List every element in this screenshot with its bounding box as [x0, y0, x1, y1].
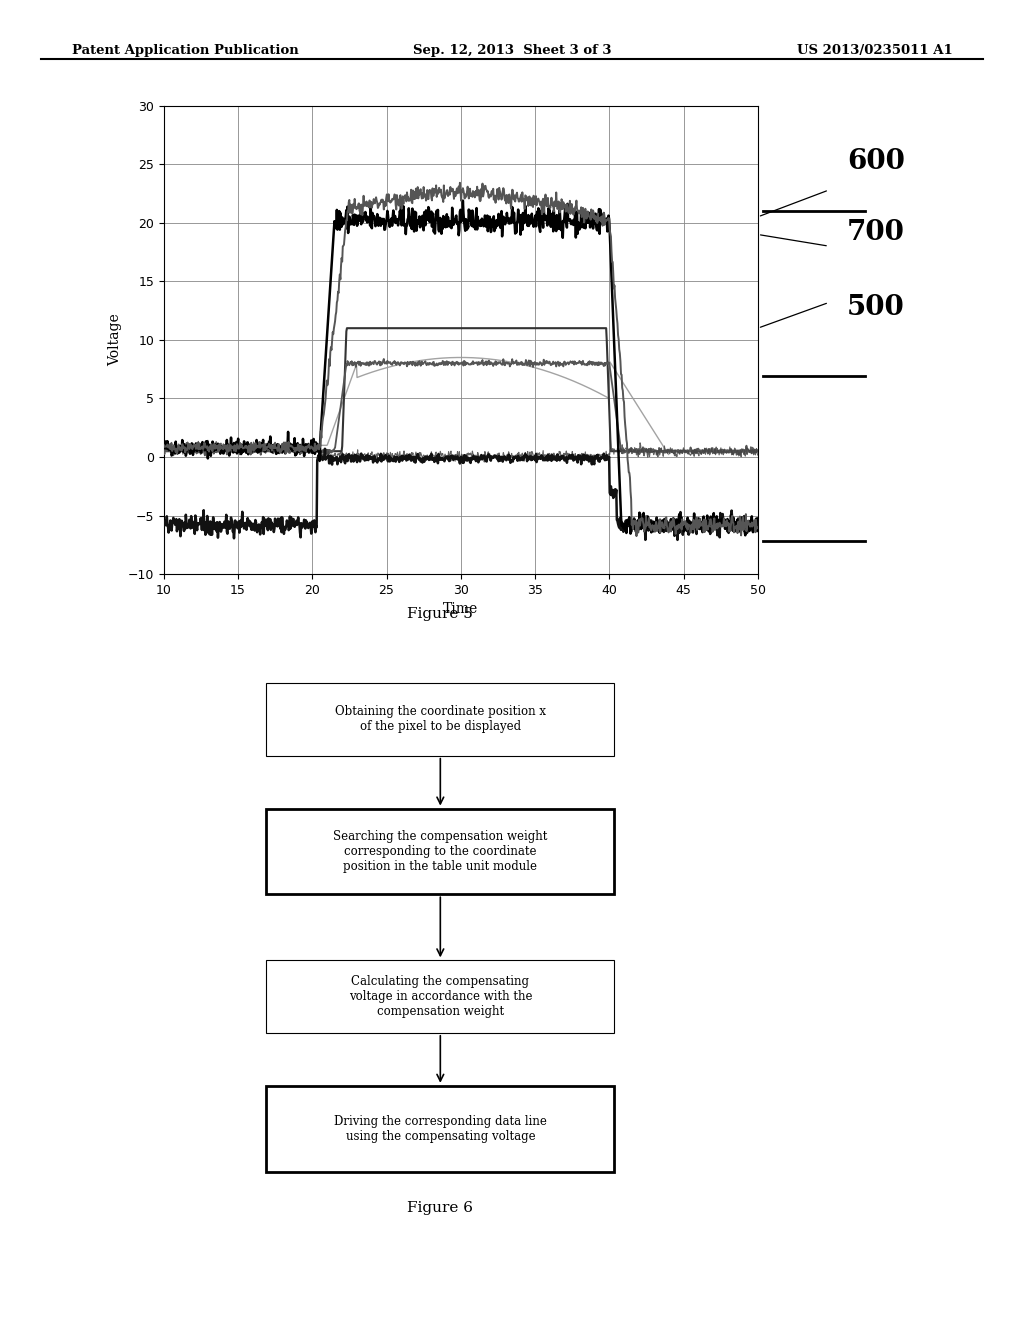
Text: Obtaining the coordinate position x
of the pixel to be displayed: Obtaining the coordinate position x of t…	[335, 705, 546, 734]
Text: Patent Application Publication: Patent Application Publication	[72, 44, 298, 57]
Text: 500: 500	[847, 293, 904, 321]
Text: 700: 700	[847, 219, 905, 246]
X-axis label: Time: Time	[443, 602, 478, 616]
Text: US 2013/0235011 A1: US 2013/0235011 A1	[797, 44, 952, 57]
Text: Searching the compensation weight
corresponding to the coordinate
position in th: Searching the compensation weight corres…	[333, 830, 548, 873]
Text: Figure 6: Figure 6	[408, 1201, 473, 1214]
Text: Calculating the compensating
voltage in accordance with the
compensation weight: Calculating the compensating voltage in …	[348, 975, 532, 1018]
Text: Driving the corresponding data line
using the compensating voltage: Driving the corresponding data line usin…	[334, 1114, 547, 1143]
Text: Figure 5: Figure 5	[408, 607, 473, 620]
Text: Sep. 12, 2013  Sheet 3 of 3: Sep. 12, 2013 Sheet 3 of 3	[413, 44, 611, 57]
Text: 600: 600	[847, 148, 905, 176]
Y-axis label: Voltage: Voltage	[109, 314, 122, 366]
